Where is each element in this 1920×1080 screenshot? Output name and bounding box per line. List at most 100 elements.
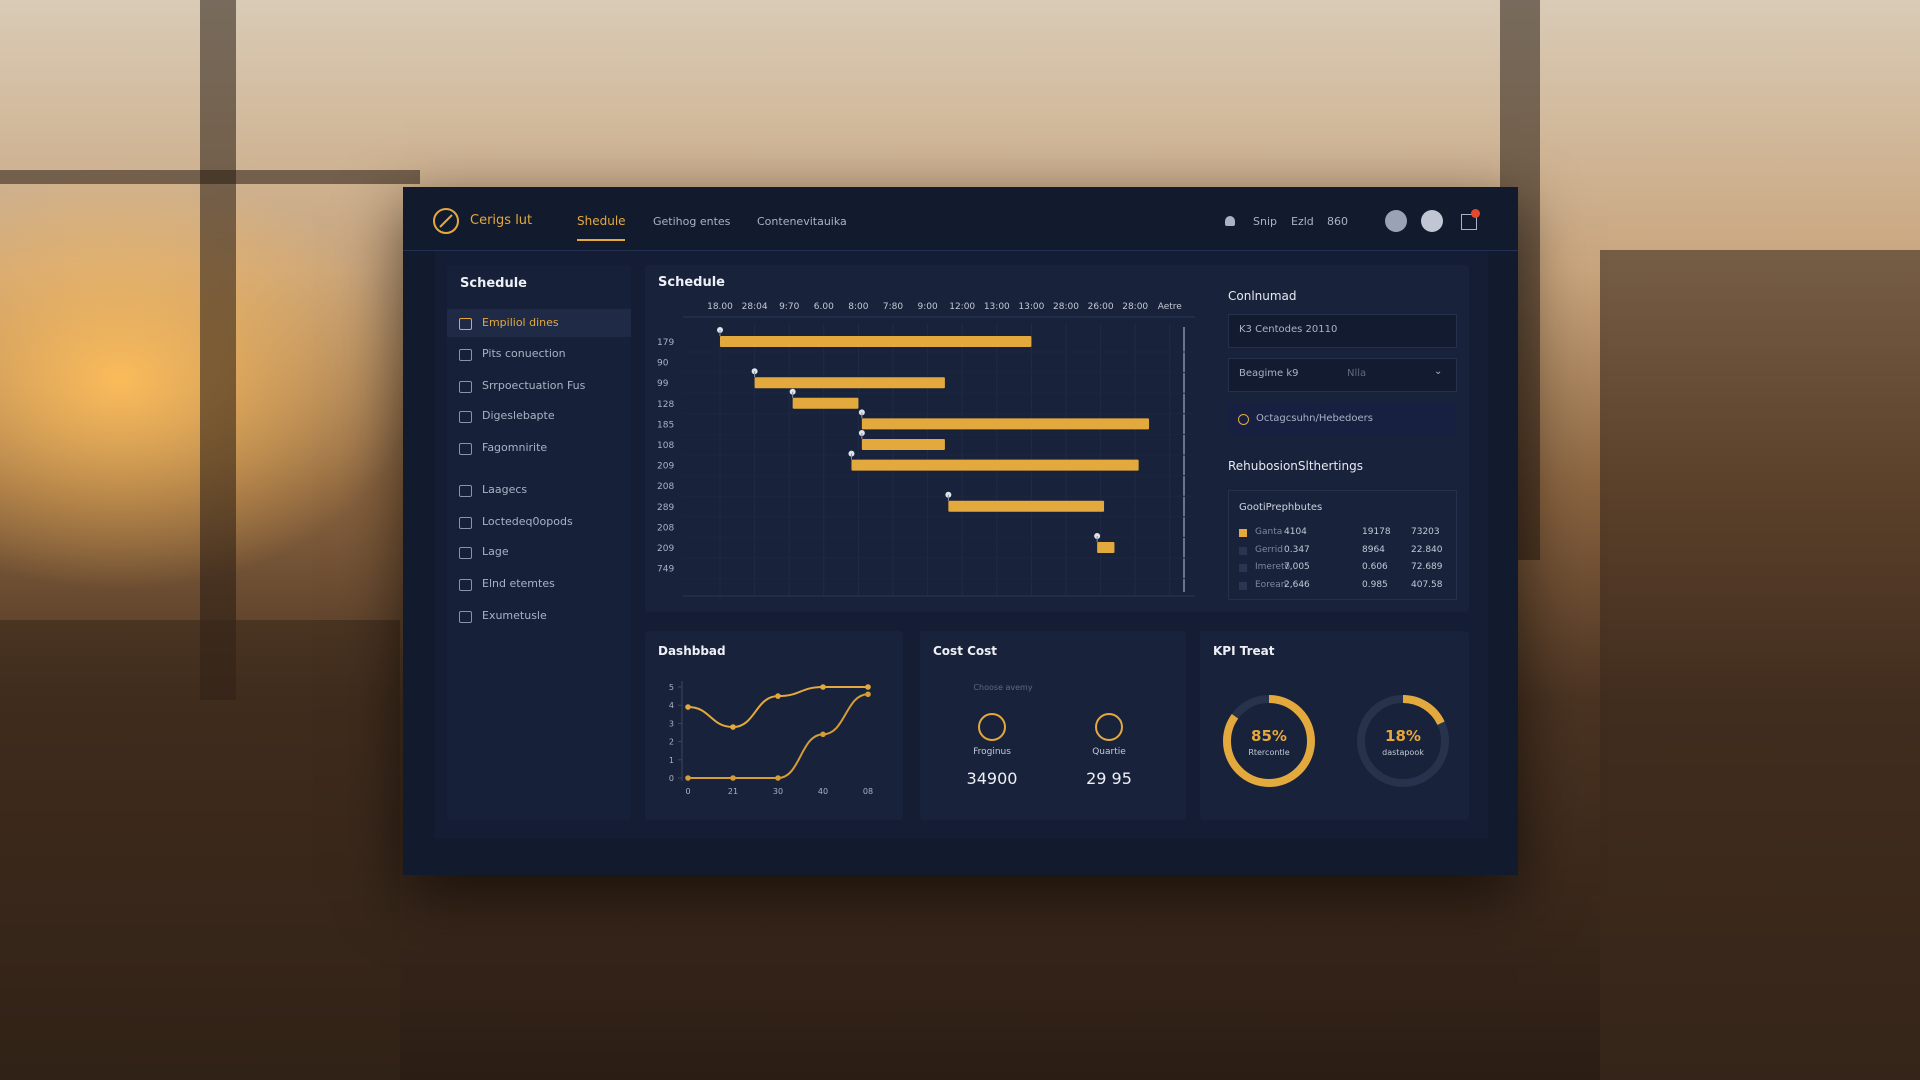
- sidebar-item[interactable]: Digeslebapte: [447, 402, 631, 430]
- cost-value: 34900: [966, 769, 1018, 788]
- gantt-bar: [861, 418, 1150, 430]
- sidebar-icon: [459, 443, 472, 455]
- header-action[interactable]: 860: [1327, 215, 1348, 228]
- sidebar-icon: [459, 579, 472, 591]
- sidebar-item[interactable]: Fagomnirite: [447, 434, 631, 462]
- table-title: GootiPrephbutes: [1239, 502, 1323, 513]
- donut-arc: [1223, 695, 1315, 787]
- sidebar-item[interactable]: Pits conuection: [447, 340, 631, 368]
- nav-tab[interactable]: Contenevitauika: [757, 215, 847, 228]
- x-tick-label: 0: [685, 787, 690, 796]
- sidebar-label: Digeslebapte: [482, 409, 555, 422]
- sidebar-item[interactable]: Elnd etemtes: [447, 570, 631, 598]
- info-text: Octagcsuhn/Hebedoers: [1256, 413, 1373, 424]
- sidebar-label: Lage: [482, 545, 509, 558]
- nav-tab[interactable]: Shedule: [577, 214, 626, 228]
- line-point: [685, 704, 691, 710]
- sidebar-item[interactable]: Laagecs: [447, 476, 631, 504]
- dashboard-card: Dashbbad 0 1 2 3 4 5 0 21 30 40 08: [645, 631, 903, 820]
- sidebar-icon: [459, 611, 472, 623]
- sidebar-item[interactable]: Exumetusle: [447, 602, 631, 630]
- nav-tab[interactable]: Getihog entes: [653, 215, 731, 228]
- x-tick-label: 30: [773, 787, 783, 796]
- sidebar-label: Fagomnirite: [482, 441, 548, 454]
- bell-icon[interactable]: [1225, 216, 1235, 226]
- row-swatch: [1239, 581, 1247, 590]
- schedule-title: Schedule: [658, 275, 725, 290]
- sidebar-item[interactable]: Empiliol dines: [447, 309, 631, 337]
- row-label: 209: [657, 462, 674, 472]
- donut-caption: dastapook: [1382, 748, 1424, 757]
- sidebar-icon: [459, 517, 472, 529]
- row-label: 208: [657, 482, 674, 492]
- cost-card: Cost Cost Choose avemy Froginus 34900 Quar…: [920, 631, 1186, 820]
- column-label: 13:00: [984, 302, 1010, 312]
- tab-underline: [577, 239, 625, 241]
- avatar[interactable]: [1385, 210, 1407, 232]
- donut-value: 85%: [1251, 727, 1287, 745]
- table-cell: Eorean: [1255, 579, 1287, 590]
- line-point: [730, 724, 736, 730]
- row-label: 185: [657, 420, 674, 430]
- sidebar-label: Elnd etemtes: [482, 577, 555, 590]
- sidebar-icon: [459, 381, 472, 393]
- sidebar-label: Laagecs: [482, 483, 528, 496]
- row-label: 289: [657, 503, 674, 513]
- donut-arc: [1357, 695, 1449, 787]
- line-point: [685, 775, 691, 781]
- y-tick-label: 3: [669, 719, 674, 728]
- notification-badge: [1471, 209, 1480, 218]
- sidebar-item[interactable]: Lage: [447, 538, 631, 566]
- card-subtitle: Choose avemy: [973, 683, 1033, 692]
- notification-icon[interactable]: [1461, 214, 1477, 230]
- row-label: 128: [657, 400, 674, 410]
- controls-title: Conlnumad: [1228, 289, 1297, 303]
- row-swatch: [1239, 564, 1247, 572]
- header-action[interactable]: Snip: [1253, 215, 1277, 228]
- column-label: Aetre: [1158, 302, 1183, 312]
- select[interactable]: Beagime k9 Nlla ⌄: [1228, 358, 1457, 392]
- gantt-chart: 18.00 28:04 9:70 6.00 8:00 7:80 9:00 12:00 13:00…: [657, 302, 1195, 597]
- donut-value: 18%: [1385, 727, 1421, 745]
- table-cell: 0.985: [1362, 579, 1388, 590]
- column-label: 9:70: [779, 302, 799, 312]
- schedule-panel: Schedule 18.00 28:04 9:70 6.00 8:00 7:80 9:00 1…: [645, 265, 1469, 612]
- sidebar-label: Empiliol dines: [482, 316, 559, 329]
- column-label: 7:80: [883, 302, 903, 312]
- line-series: [687, 693, 869, 779]
- x-tick-label: 40: [818, 787, 828, 796]
- table-cell: 0.606: [1362, 562, 1388, 572]
- sidebar-label: Loctedeq0opods: [482, 515, 573, 528]
- sidebar-item[interactable]: Loctedeq0opods: [447, 508, 631, 536]
- sidebar-item[interactable]: Srrpoectuation Fus: [447, 372, 631, 400]
- card-title: Dashbbad: [658, 644, 726, 658]
- line-point: [820, 684, 826, 690]
- cost-label: Froginus: [973, 747, 1011, 757]
- row-label: 179: [657, 338, 674, 348]
- row-swatch: [1239, 529, 1247, 537]
- sidebar-label: Srrpoectuation Fus: [482, 379, 586, 392]
- row-label: 108: [657, 441, 674, 451]
- card-title: Cost Cost: [933, 644, 998, 658]
- y-tick-label: 5: [669, 683, 674, 692]
- row-label: 99: [657, 379, 669, 389]
- table-cell: 407.58: [1411, 579, 1443, 590]
- table-cell: 4104: [1284, 527, 1307, 537]
- card-title: KPI Treat: [1213, 644, 1275, 658]
- avatar[interactable]: [1421, 210, 1443, 232]
- gantt-bar: [861, 439, 945, 450]
- y-tick-label: 4: [669, 701, 674, 710]
- cost-icon: [978, 713, 1006, 741]
- x-tick-label: 21: [728, 787, 738, 796]
- logo-text: Cerigs lut: [470, 213, 533, 228]
- line-point: [775, 775, 781, 781]
- sidebar-label: Pits conuection: [482, 347, 566, 360]
- column-label: 18.00: [707, 302, 733, 312]
- gantt-bar: [720, 336, 1032, 347]
- info-box: Octagcsuhn/Hebedoers: [1228, 404, 1455, 436]
- kpi-card: KPI Treat 85% Rtercontle 18% dastapook: [1200, 631, 1469, 820]
- column-label: 28:00: [1053, 302, 1079, 312]
- text-input[interactable]: K3 Centodes 20110: [1228, 314, 1457, 348]
- header-action[interactable]: Ezld: [1291, 215, 1314, 228]
- gantt-bar: [792, 397, 859, 409]
